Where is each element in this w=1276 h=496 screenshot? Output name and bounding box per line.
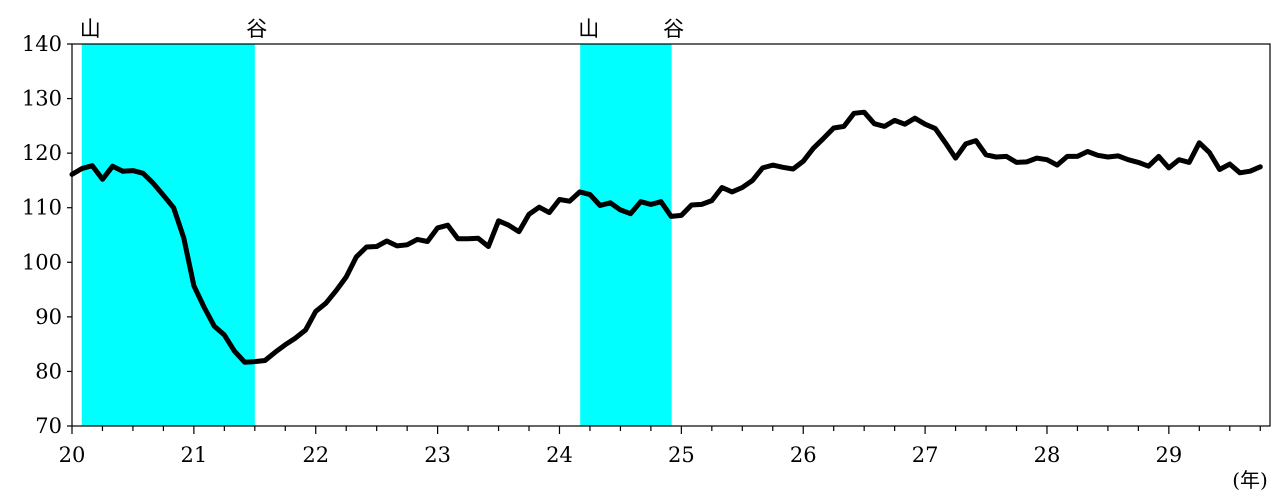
recession-band-1 [82, 44, 255, 426]
x-tick-label: 22 [302, 443, 329, 467]
trough-marker-label: 谷 [246, 17, 267, 41]
y-tick-label: 130 [22, 87, 62, 111]
x-tick-label: 28 [1034, 443, 1061, 467]
x-tick-label: 25 [668, 443, 695, 467]
x-tick-label: 29 [1155, 443, 1182, 467]
x-tick-label: 27 [912, 443, 939, 467]
x-tick-label: 20 [59, 443, 86, 467]
recession-band-2 [580, 44, 671, 426]
y-tick-label: 80 [35, 359, 62, 383]
trough-marker-label: 谷 [663, 17, 684, 41]
peak-marker-label: 山 [578, 17, 599, 41]
x-tick-label: 23 [424, 443, 451, 467]
peak-marker-label: 山 [80, 17, 101, 41]
y-tick-label: 70 [35, 414, 62, 438]
y-tick-label: 100 [22, 250, 62, 274]
x-axis-unit-label: (年) [1232, 468, 1268, 492]
y-tick-label: 110 [22, 196, 62, 220]
recession-shading-layer [82, 44, 672, 426]
y-tick-label: 140 [22, 32, 62, 56]
y-tick-label: 90 [35, 305, 62, 329]
y-tick-label: 120 [22, 141, 62, 165]
x-tick-label: 21 [181, 443, 208, 467]
x-tick-label: 26 [790, 443, 817, 467]
x-tick-label: 24 [546, 443, 573, 467]
labels-layer: 山谷山谷 [80, 17, 684, 41]
